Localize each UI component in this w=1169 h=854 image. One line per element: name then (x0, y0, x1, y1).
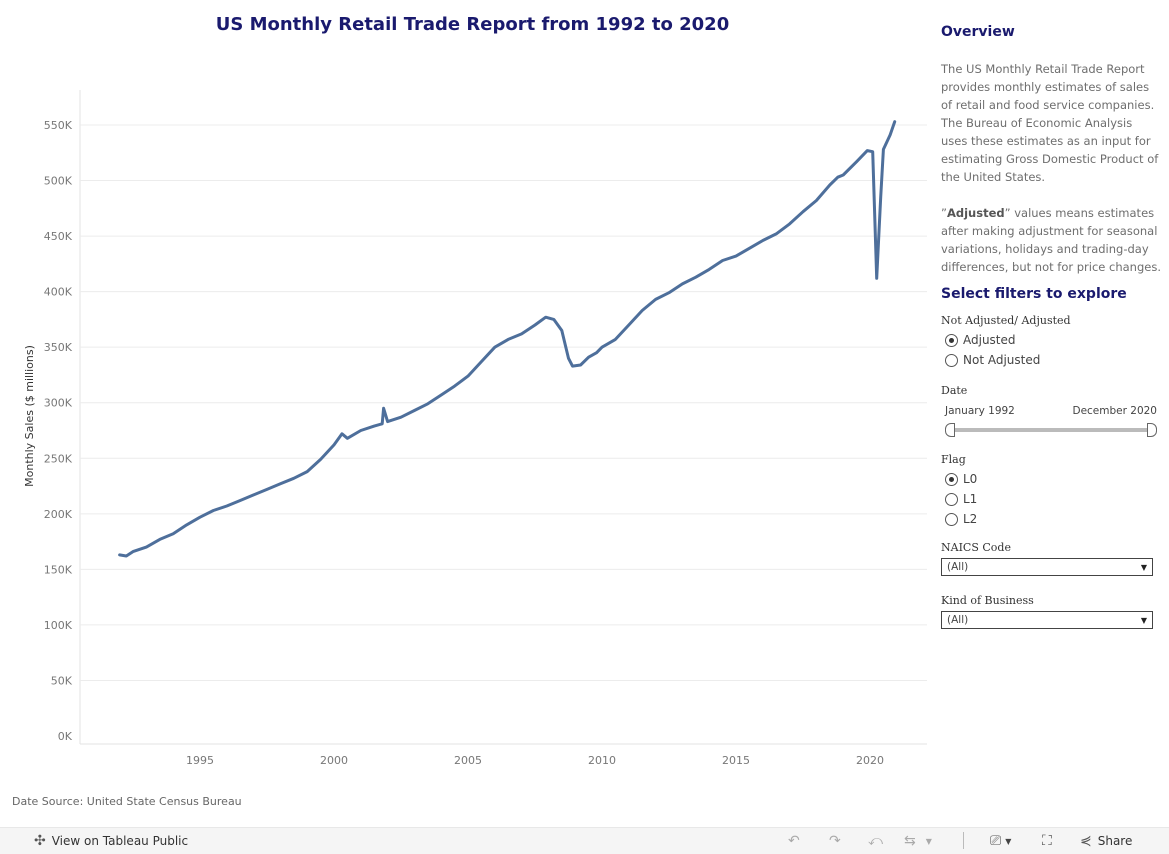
fullscreen-icon: ⛶ (1042, 833, 1052, 849)
view-on-tableau-link[interactable]: ✣ View on Tableau Public (34, 833, 188, 849)
chevron-down-icon[interactable]: ▼ (1140, 615, 1147, 625)
flag-radio-group: L0 L1 L2 (941, 469, 1161, 529)
naics-filter-label: NAICS Code (941, 541, 1011, 554)
radio-option-l2[interactable]: L2 (945, 509, 1161, 529)
share-icon: ⋞ (1080, 833, 1092, 849)
adjusted-note-rest: ” values means estimates after making ad… (941, 206, 1161, 274)
y-tick-label: 400K (44, 286, 73, 299)
undo-icon: ↶ (788, 833, 800, 849)
y-tick-label: 350K (44, 341, 73, 354)
adjust-filter-label: Not Adjusted/ Adjusted (941, 314, 1071, 327)
radio-option-not-adjusted[interactable]: Not Adjusted (945, 350, 1161, 370)
overview-text: The US Monthly Retail Trade Report provi… (941, 60, 1161, 276)
share-button[interactable]: ⋞ Share (1080, 833, 1132, 849)
radio-option-l0[interactable]: L0 (945, 469, 1161, 489)
x-tick-label: 2005 (454, 754, 482, 767)
revert-button[interactable]: ⤺ (868, 833, 883, 849)
slider-handle-end[interactable] (1147, 423, 1157, 437)
fullscreen-button[interactable]: ⛶ (1042, 833, 1052, 849)
refresh-icon: ⇆ (904, 833, 916, 849)
series-lines[interactable] (118, 120, 897, 558)
chart-grid (79, 90, 927, 745)
series-line[interactable] (118, 120, 897, 558)
radio-label: L1 (963, 492, 978, 506)
chart-title: US Monthly Retail Trade Report from 1992… (215, 14, 730, 35)
x-tick-label: 2020 (856, 754, 884, 767)
kind-of-business-select[interactable]: (All) ▼ (941, 611, 1153, 629)
kind-select-value: (All) (947, 614, 969, 626)
overview-paragraph: The US Monthly Retail Trade Report provi… (941, 62, 1159, 184)
x-tick-label: 1995 (186, 754, 214, 767)
share-label: Share (1097, 834, 1133, 848)
download-icon: ⎚ (990, 833, 1002, 849)
radio-label: Adjusted (963, 333, 1016, 347)
adjusted-bold: Adjusted (946, 206, 1005, 220)
adjust-radio-group: Adjusted Not Adjusted (941, 330, 1161, 370)
y-tick-label: 550K (44, 119, 73, 132)
overview-heading: Overview (941, 24, 1015, 40)
kind-filter-label: Kind of Business (941, 594, 1034, 607)
y-tick-label: 300K (44, 397, 73, 410)
y-tick-label: 100K (44, 619, 73, 632)
y-axis-label: Monthly Sales ($ millions) (23, 345, 36, 487)
date-filter-label: Date (941, 384, 968, 397)
slider-handle-start[interactable] (945, 423, 955, 437)
y-axis-ticks: 0K 50K 100K 150K 200K 250K 300K 350K 400K 450K 500… (44, 119, 73, 743)
side-panel: Overview The US Monthly Retail Trade Rep… (941, 24, 1161, 629)
y-tick-label: 450K (44, 230, 73, 243)
bottom-toolbar: ✣ View on Tableau Public ↶ ↷ ⤺ ⇆ ▼ ⎚ ▼ ⛶ ⋞… (0, 827, 1169, 854)
toolbar-divider (963, 832, 964, 849)
adjusted-note: ”Adjusted” values means estimates after … (941, 204, 1161, 276)
radio-label: L2 (963, 512, 978, 526)
radio-checked-icon[interactable] (945, 472, 958, 486)
download-button[interactable]: ⎚ ▼ (990, 833, 1011, 849)
radio-label: L0 (963, 472, 978, 486)
date-range-slider[interactable] (945, 423, 1157, 437)
naics-select-value: (All) (947, 561, 969, 573)
radio-unchecked-icon[interactable] (945, 512, 958, 526)
redo-icon: ↷ (829, 833, 841, 849)
y-tick-label: 150K (44, 563, 73, 576)
view-on-tableau-label: View on Tableau Public (51, 834, 189, 848)
flag-filter-label: Flag (941, 453, 966, 466)
x-axis-ticks: 1995 2000 2005 2010 2015 2020 (186, 754, 884, 767)
revert-icon: ⤺ (868, 833, 883, 849)
undo-button[interactable]: ↶ (788, 833, 800, 849)
radio-unchecked-icon[interactable] (945, 492, 958, 506)
refresh-button[interactable]: ⇆ ▼ (904, 833, 932, 849)
radio-label: Not Adjusted (963, 353, 1041, 367)
redo-button[interactable]: ↷ (829, 833, 841, 849)
quote-mark: ” (941, 206, 947, 220)
y-tick-label: 500K (44, 175, 73, 188)
radio-checked-icon[interactable] (945, 333, 958, 347)
y-tick-label: 200K (44, 508, 73, 521)
date-start: January 1992 (945, 405, 1015, 417)
data-source-note: Date Source: United State Census Bureau (12, 795, 242, 808)
y-tick-label: 0K (58, 730, 73, 743)
naics-select[interactable]: (All) ▼ (941, 558, 1153, 576)
chevron-down-icon: ▼ (1005, 836, 1012, 846)
y-tick-label: 50K (51, 674, 73, 687)
filters-heading: Select filters to explore (941, 286, 1127, 302)
y-tick-label: 250K (44, 452, 73, 465)
tableau-logo-icon: ✣ (34, 833, 46, 849)
radio-unchecked-icon[interactable] (945, 353, 958, 367)
radio-option-l1[interactable]: L1 (945, 489, 1161, 509)
x-tick-label: 2000 (320, 754, 348, 767)
date-range-labels: January 1992 December 2020 (945, 405, 1157, 417)
x-tick-label: 2010 (588, 754, 616, 767)
radio-option-adjusted[interactable]: Adjusted (945, 330, 1161, 350)
date-end: December 2020 (1072, 405, 1157, 417)
chevron-down-icon: ▼ (925, 836, 932, 846)
x-tick-label: 2015 (722, 754, 750, 767)
chevron-down-icon[interactable]: ▼ (1140, 562, 1147, 572)
slider-track[interactable] (949, 428, 1153, 432)
line-chart[interactable]: 0K 50K 100K 150K 200K 250K 300K 350K 400K 450K 500… (0, 70, 940, 790)
